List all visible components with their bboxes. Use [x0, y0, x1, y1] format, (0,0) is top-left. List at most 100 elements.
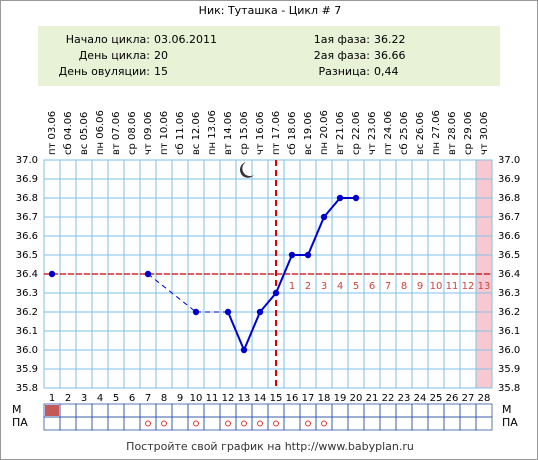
day-number: 19: [334, 393, 347, 404]
luteal-day: 2: [305, 281, 311, 292]
temp-point: [320, 213, 328, 221]
date-label: вт 07.06: [111, 111, 122, 155]
y-tick-label: 35.9: [16, 364, 38, 375]
day-number: 23: [398, 393, 411, 404]
day-number: 25: [430, 393, 443, 404]
day-number: 12: [222, 393, 235, 404]
date-label: вт 14.06: [223, 111, 234, 155]
date-label: чт 09.06: [143, 111, 154, 155]
y-tick-label-right: 36.4: [498, 269, 520, 280]
pa-mark: [225, 420, 231, 427]
temp-point: [240, 346, 248, 354]
y-tick-label: 36.0: [16, 345, 38, 356]
date-label: чт 30.06: [479, 111, 490, 155]
day-number: 22: [382, 393, 395, 404]
y-tick-label: 36.6: [16, 231, 38, 242]
day-number: 15: [270, 393, 283, 404]
header-label: День овуляции:: [59, 65, 150, 78]
temp-point: [48, 270, 56, 278]
date-label: чт 23.06: [367, 111, 378, 155]
row-label-right: М: [502, 403, 512, 416]
luteal-day: 11: [446, 281, 459, 292]
day-number: 8: [161, 393, 167, 404]
temp-point: [192, 308, 200, 316]
date-label: вс 26.06: [415, 112, 426, 155]
pa-mark: [145, 420, 151, 427]
date-label: пн 20.06: [319, 110, 330, 155]
day-number: 20: [350, 393, 363, 404]
luteal-day: 6: [369, 281, 375, 292]
pa-mark: [241, 420, 247, 427]
header-value: 20: [154, 49, 168, 62]
temp-line: [147, 273, 197, 313]
date-label: чт 16.06: [255, 111, 266, 155]
temp-point: [256, 308, 264, 316]
day-number: 13: [238, 393, 251, 404]
luteal-day: 3: [321, 281, 327, 292]
chart-title: Ник: Туташка - Цикл # 7: [199, 4, 342, 17]
header-box: [38, 26, 500, 86]
date-label: пт 17.06: [271, 111, 282, 155]
header-label: День цикла:: [79, 49, 150, 62]
y-tick-label-right: 36.5: [498, 250, 520, 261]
temp-line: [323, 197, 341, 218]
y-tick-label-right: 37.0: [498, 155, 520, 166]
date-label: пт 24.06: [383, 111, 394, 155]
day-number: 11: [206, 393, 219, 404]
date-label: пн 06.06: [95, 110, 106, 155]
date-label: сб 04.06: [63, 112, 74, 155]
temp-line: [243, 311, 261, 351]
y-tick-label: 36.5: [16, 250, 38, 261]
header-label: 1ая фаза:: [314, 33, 370, 46]
temp-point: [352, 194, 360, 202]
y-tick-label: 36.4: [16, 269, 38, 280]
period-mark: [45, 405, 59, 416]
luteal-day: 7: [385, 281, 391, 292]
y-tick-label: 36.1: [16, 326, 38, 337]
row-label: ПА: [12, 416, 28, 429]
date-label: пт 03.06: [47, 111, 58, 155]
temp-line: [275, 254, 293, 294]
luteal-day: 12: [462, 281, 475, 292]
temp-point: [224, 308, 232, 316]
y-tick-label-right: 36.3: [498, 288, 520, 299]
temp-line: [307, 216, 325, 256]
day-number: 27: [462, 393, 475, 404]
pa-mark: [273, 420, 279, 427]
date-label: вт 28.06: [447, 111, 458, 155]
day-number: 26: [446, 393, 459, 404]
y-tick-label: 36.7: [16, 212, 38, 223]
y-tick-label: 35.8: [16, 383, 38, 394]
y-tick-label-right: 35.9: [498, 364, 520, 375]
date-label: ср 22.06: [351, 111, 362, 155]
row-label-right: ПА: [502, 416, 518, 429]
luteal-day: 1: [289, 281, 295, 292]
date-label: пт 10.06: [159, 111, 170, 155]
pa-mark: [321, 420, 327, 427]
luteal-day: 10: [430, 281, 443, 292]
row-cell: [475, 416, 493, 431]
luteal-day: 8: [401, 281, 407, 292]
y-tick-label-right: 36.7: [498, 212, 520, 223]
footer: Постройте свой график на http://www.baby…: [126, 440, 414, 453]
day-number: 6: [129, 393, 135, 404]
temp-point: [272, 289, 280, 297]
day-number: 7: [145, 393, 151, 404]
day-number: 21: [366, 393, 379, 404]
temp-point: [144, 270, 152, 278]
luteal-day: 5: [353, 281, 359, 292]
day-number: 1: [49, 393, 55, 404]
y-tick-label-right: 36.9: [498, 174, 520, 185]
day-number: 28: [478, 393, 491, 404]
day-number: 16: [286, 393, 299, 404]
y-tick-label-right: 36.2: [498, 307, 520, 318]
y-tick-label: 36.2: [16, 307, 38, 318]
luteal-day: 9: [417, 281, 423, 292]
day-number: 18: [318, 393, 331, 404]
pa-mark: [161, 420, 167, 427]
date-label: сб 25.06: [399, 112, 410, 155]
header-label: Разница:: [319, 65, 371, 78]
pa-mark: [257, 420, 263, 427]
date-label: ср 29.06: [463, 111, 474, 155]
